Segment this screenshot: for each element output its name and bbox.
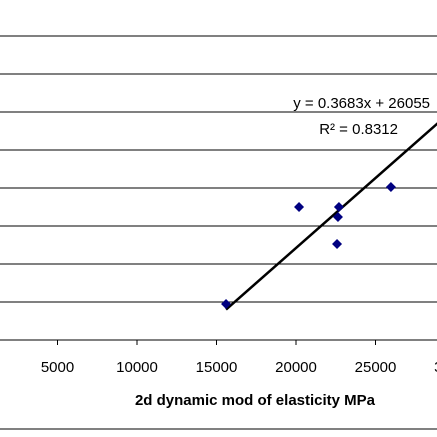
point: [332, 211, 343, 222]
x-tick-label: 10000: [116, 359, 158, 376]
x-tick-label: 30000: [434, 359, 437, 376]
x-tick-label: 5000: [41, 359, 74, 376]
point: [221, 299, 232, 310]
x-axis-title: 2d dynamic mod of elasticity MPa: [135, 392, 376, 409]
trendline-equation: y = 0.3683x + 26055: [293, 95, 430, 112]
point: [332, 239, 343, 250]
point: [333, 202, 344, 212]
trendline: [225, 122, 437, 311]
point: [385, 182, 396, 193]
point: [294, 202, 305, 212]
x-tick-label: 25000: [355, 359, 397, 376]
r-squared: R² = 0.8312: [319, 121, 398, 138]
x-tick-label: 15000: [196, 359, 238, 376]
x-tick-label: 20000: [275, 359, 317, 376]
